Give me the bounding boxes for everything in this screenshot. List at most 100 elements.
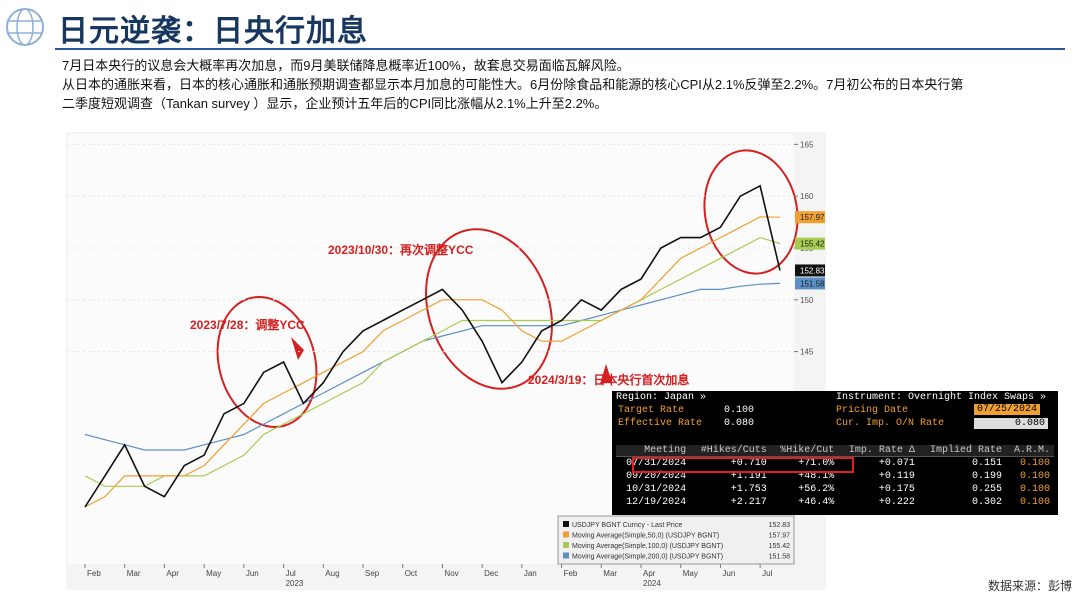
x-tick-label: May bbox=[206, 569, 221, 578]
table-cell: +0.119 bbox=[878, 471, 915, 482]
region: Region: Japan » bbox=[616, 392, 707, 403]
info-label: Cur. Imp. O/N Rate bbox=[836, 418, 945, 429]
table-cell: 0.100 bbox=[1019, 497, 1050, 508]
table-cell: 0.100 bbox=[1019, 471, 1050, 482]
legend-box bbox=[557, 515, 795, 565]
info-value: 0.080 bbox=[974, 418, 1048, 429]
x-tick-label: Jul bbox=[762, 569, 772, 578]
legend-swatch bbox=[563, 531, 569, 538]
y-tick-label: 165 bbox=[800, 140, 814, 149]
table-cell: 10/31/2024 bbox=[626, 484, 687, 495]
ois-table: Region: Japan » Instrument: Overnight In… bbox=[612, 391, 1058, 515]
table-cell: +46.4% bbox=[798, 497, 835, 508]
legend-swatch bbox=[563, 521, 569, 527]
table-row: 10/31/2024 +1.753 +56.2% +0.175 0.255 0.100 bbox=[616, 483, 1054, 496]
x-tick-label: Mar bbox=[127, 569, 141, 578]
legend-value: 152.83 bbox=[769, 522, 791, 529]
x-tick-label: Oct bbox=[405, 569, 418, 578]
paragraph: 二季度短观调查（Tankan survey ）显示，企业预计五年后的CPI同比涨… bbox=[62, 96, 608, 111]
logo-icon bbox=[6, 8, 44, 46]
column-header: Imp. Rate Δ bbox=[838, 445, 919, 457]
legend-label: Moving Average(Simple,200,0) (USDJPY BGN… bbox=[572, 554, 723, 561]
series-line bbox=[84, 184, 781, 508]
legend-value: 157.97 bbox=[769, 533, 791, 540]
legend-label: Moving Average(Simple,100,0) (USDJPY BGN… bbox=[572, 543, 723, 550]
table-cell: 0.255 bbox=[972, 484, 1003, 495]
highlight-ellipses bbox=[216, 149, 799, 428]
x-tick-label: Dec bbox=[484, 569, 498, 578]
last-value-label: 151.58 bbox=[800, 279, 825, 288]
column-header: Meeting bbox=[616, 445, 691, 457]
annotation: 2024/3/19：日本央行首次加息 bbox=[528, 372, 689, 387]
x-tick-label: May bbox=[683, 569, 698, 578]
arrow bbox=[600, 364, 612, 384]
year-label: 2023 bbox=[286, 579, 304, 588]
legend-swatch bbox=[563, 552, 569, 559]
x-tick-label: Apr bbox=[166, 569, 179, 578]
last-value-tag bbox=[795, 264, 825, 277]
last-value-label: 155.42 bbox=[800, 240, 825, 249]
x-tick-label: Jun bbox=[246, 569, 259, 578]
last-value-tag bbox=[795, 277, 825, 290]
table-cell: +71.0% bbox=[798, 458, 835, 469]
last-value-label: 157.97 bbox=[800, 213, 825, 222]
last-value-label: 152.83 bbox=[800, 266, 825, 275]
x-tick-label: Apr bbox=[643, 569, 656, 578]
table-row: 09/20/2024 +1.191 +48.1% +0.119 0.199 0.100 bbox=[616, 470, 1054, 483]
info-value: 07/25/2024 bbox=[974, 404, 1041, 415]
series-line bbox=[84, 236, 781, 487]
last-value-tag bbox=[795, 211, 825, 224]
x-tick-label: Nov bbox=[444, 569, 458, 578]
meeting-table: Meeting #Hikes/Cuts %Hike/Cut Imp. Rate Δ Im… bbox=[616, 445, 1054, 509]
info-value: 0.100 bbox=[724, 405, 755, 416]
x-tick-label: Feb bbox=[564, 569, 578, 578]
y-tick-label: 160 bbox=[800, 192, 814, 201]
info-value: 0.080 bbox=[724, 418, 755, 429]
table-cell: 0.100 bbox=[1019, 458, 1050, 469]
column-header: A.R.M. bbox=[1006, 445, 1054, 457]
legend-swatch bbox=[563, 542, 569, 548]
table-row: 07/31/2024 +0.710 +71.0% +0.071 0.151 0.100 bbox=[616, 457, 1054, 471]
row-highlight bbox=[632, 457, 854, 473]
table-cell: +2.217 bbox=[730, 497, 767, 508]
chart: 145150155160165FebMarAprMayJunJulAugSepO… bbox=[66, 132, 826, 590]
table-cell: 0.100 bbox=[1019, 484, 1050, 495]
x-tick-label: Aug bbox=[325, 569, 339, 578]
x-tick-label: Sep bbox=[365, 569, 380, 578]
table-cell: 0.151 bbox=[972, 458, 1003, 469]
table-cell: +48.1% bbox=[798, 471, 835, 482]
arrow bbox=[291, 337, 304, 360]
slide-title: 日元逆袭：日央行加息 bbox=[58, 15, 368, 48]
paragraph: 从日本的通胀来看，日本的核心通胀和通胀预期调查都显示本月加息的可能性大。6月份除… bbox=[62, 77, 964, 92]
legend-value: 151.58 bbox=[769, 554, 791, 561]
series-line bbox=[84, 282, 781, 451]
x-tick-label: Jun bbox=[722, 569, 735, 578]
table-cell: +0.222 bbox=[878, 497, 915, 508]
x-tick-label: Feb bbox=[87, 569, 101, 578]
y-tick-label: 150 bbox=[800, 296, 814, 305]
table-cell: +0.071 bbox=[878, 458, 915, 469]
table-cell: +0.175 bbox=[878, 484, 915, 495]
legend-label: Moving Average(Simple,50,0) (USDJPY BGNT… bbox=[572, 533, 719, 540]
x-tick-label: Jan bbox=[524, 569, 537, 578]
paragraph: 7月日本央行的议息会大概率再次加息，而9月美联储降息概率近100%，故套息交易面… bbox=[62, 58, 630, 73]
source: 数据来源：彭博 bbox=[987, 579, 1072, 593]
info-label: Pricing Date bbox=[836, 405, 909, 416]
column-header: #Hikes/Cuts bbox=[690, 445, 771, 457]
x-tick-label: Jul bbox=[286, 569, 296, 578]
table-cell: +1.753 bbox=[730, 484, 767, 495]
year-label: 2024 bbox=[643, 579, 661, 588]
table-row: 12/19/2024 +2.217 +46.4% +0.222 0.302 0.100 bbox=[616, 496, 1054, 509]
table-cell: 0.199 bbox=[972, 471, 1003, 482]
series-line bbox=[84, 216, 781, 508]
last-value-tag bbox=[795, 237, 825, 250]
instrument: Instrument: Overnight Index Swaps » bbox=[836, 392, 1047, 403]
info-label: Target Rate bbox=[618, 405, 685, 416]
table-cell: +56.2% bbox=[798, 484, 835, 495]
info-label: Effective Rate bbox=[618, 418, 703, 429]
title-rule bbox=[55, 48, 1065, 50]
table-cell: 09/20/2024 bbox=[626, 471, 687, 482]
table-cell: 0.302 bbox=[972, 497, 1003, 508]
legend: USDJPY BGNT Curncy - Last Price 152.83 Mov… bbox=[557, 515, 795, 565]
